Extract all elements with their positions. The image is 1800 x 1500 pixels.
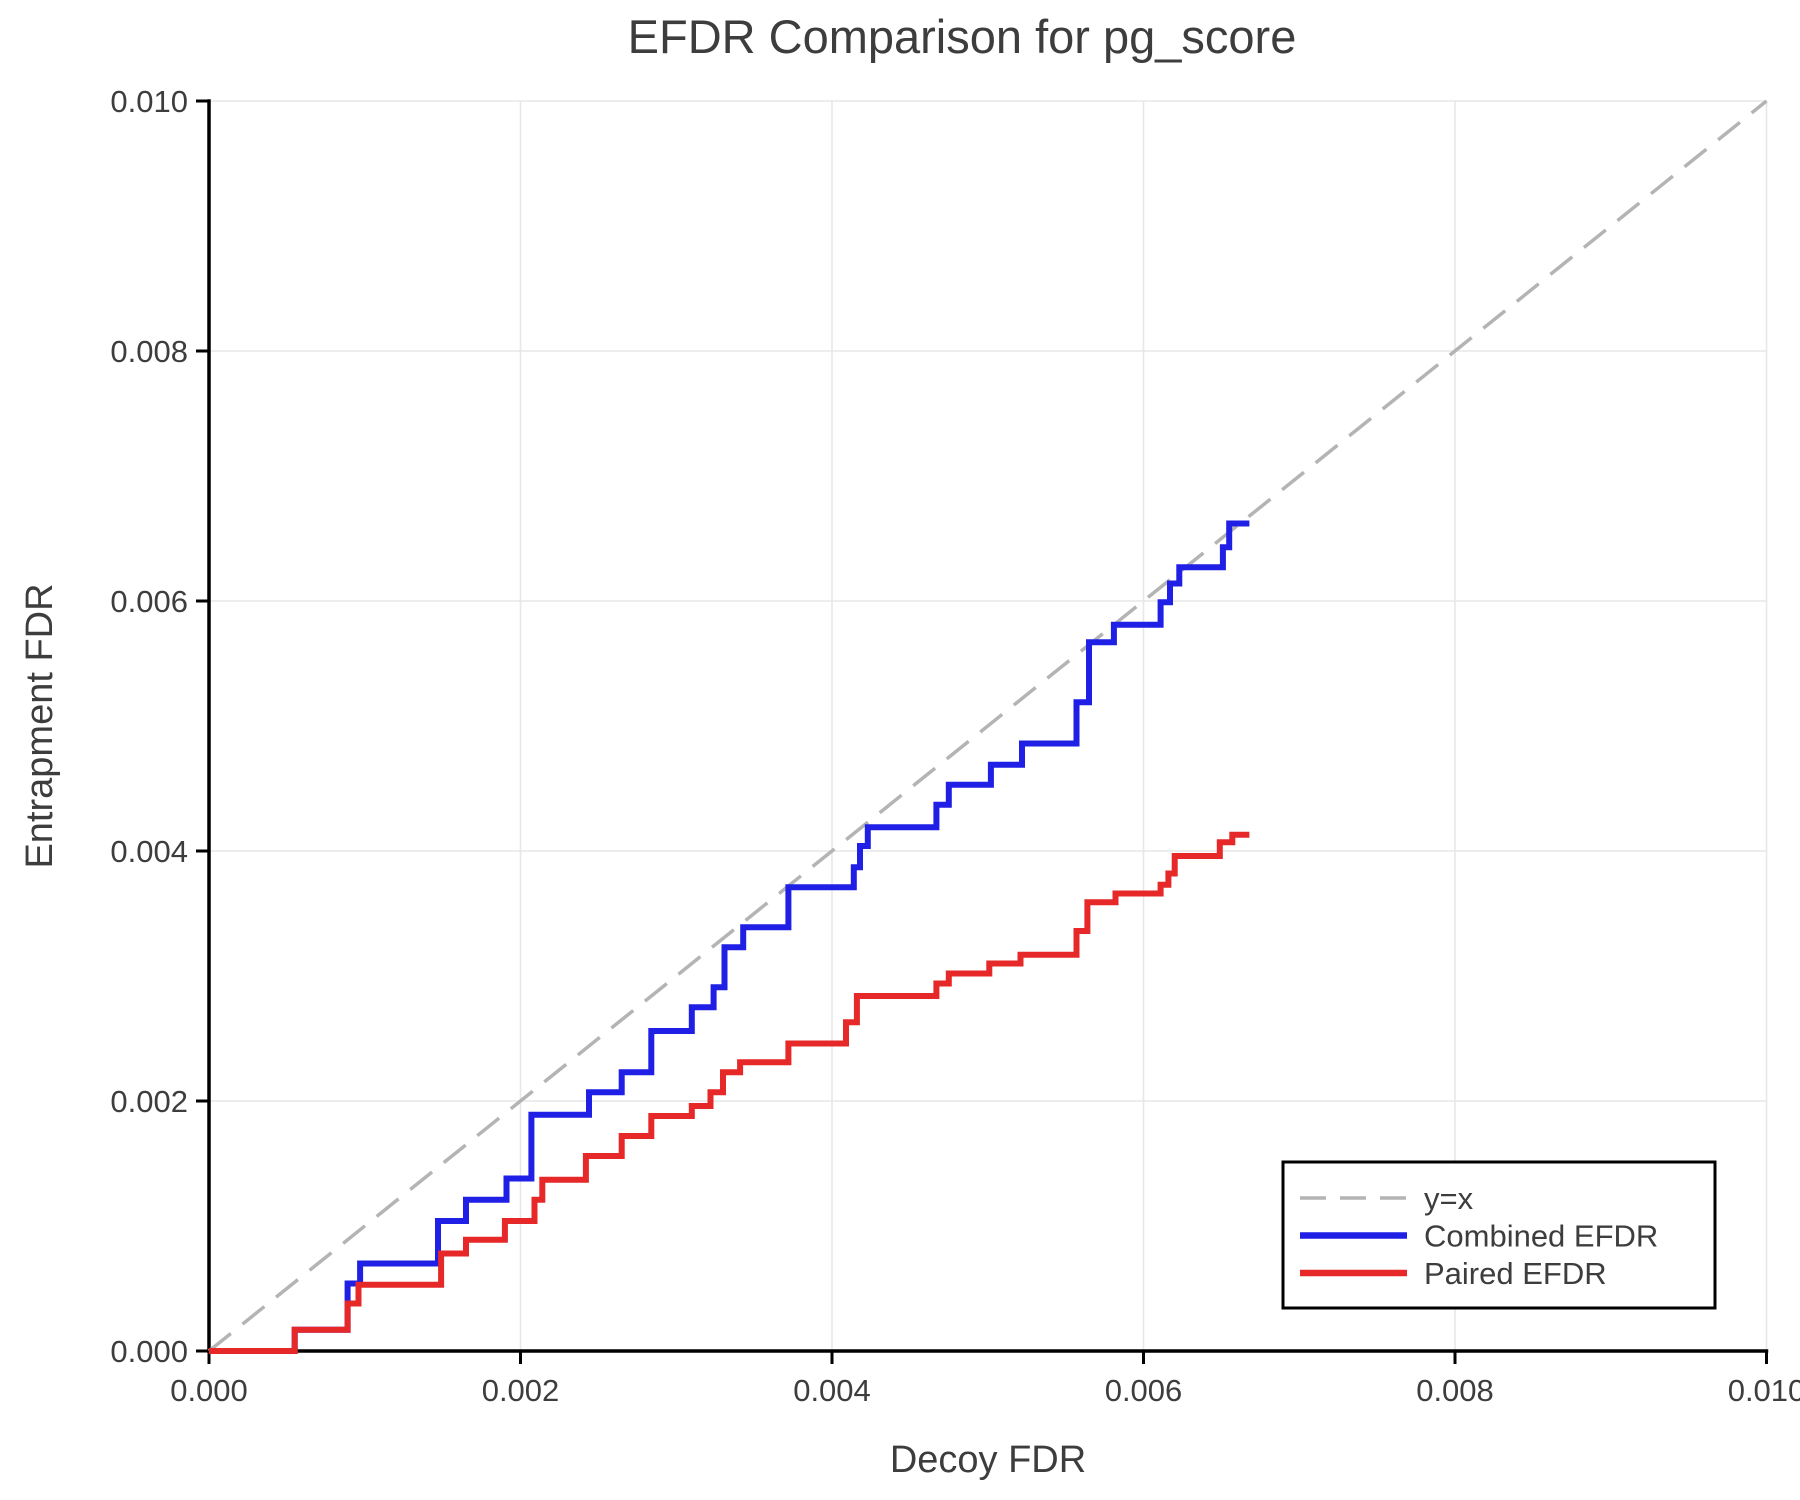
x-tick-label: 0.008 <box>1416 1373 1494 1408</box>
chart-title: EFDR Comparison for pg_score <box>628 10 1297 63</box>
x-tick-label: 0.002 <box>482 1373 560 1408</box>
series-paired-efdr <box>209 831 1250 1354</box>
x-tick-label: 0.000 <box>170 1373 248 1408</box>
series-combined-efdr <box>209 520 1250 1354</box>
x-axis-label: Decoy FDR <box>890 1439 1086 1481</box>
y-tick-label: 0.008 <box>110 334 188 369</box>
x-tick-label: 0.006 <box>1105 1373 1183 1408</box>
y-tick-label: 0.006 <box>110 584 188 619</box>
legend-label: Paired EFDR <box>1424 1256 1607 1291</box>
y-tick-label: 0.002 <box>110 1084 188 1119</box>
y-tick-label: 0.004 <box>110 834 188 869</box>
y-tick-label: 0.010 <box>110 84 188 119</box>
y-axis-label: Entrapment FDR <box>19 583 61 868</box>
x-tick-label: 0.004 <box>793 1373 871 1408</box>
y-tick-label: 0.000 <box>110 1334 188 1369</box>
legend-label: Combined EFDR <box>1424 1219 1658 1254</box>
series-y-x <box>207 99 1768 1353</box>
legend-label: y=x <box>1424 1181 1474 1216</box>
x-tick-label: 0.010 <box>1728 1373 1800 1408</box>
plot-area: 0.000 0.002 0.004 0.006 0.008 0.010 0.000 0.002… <box>110 84 1800 1408</box>
